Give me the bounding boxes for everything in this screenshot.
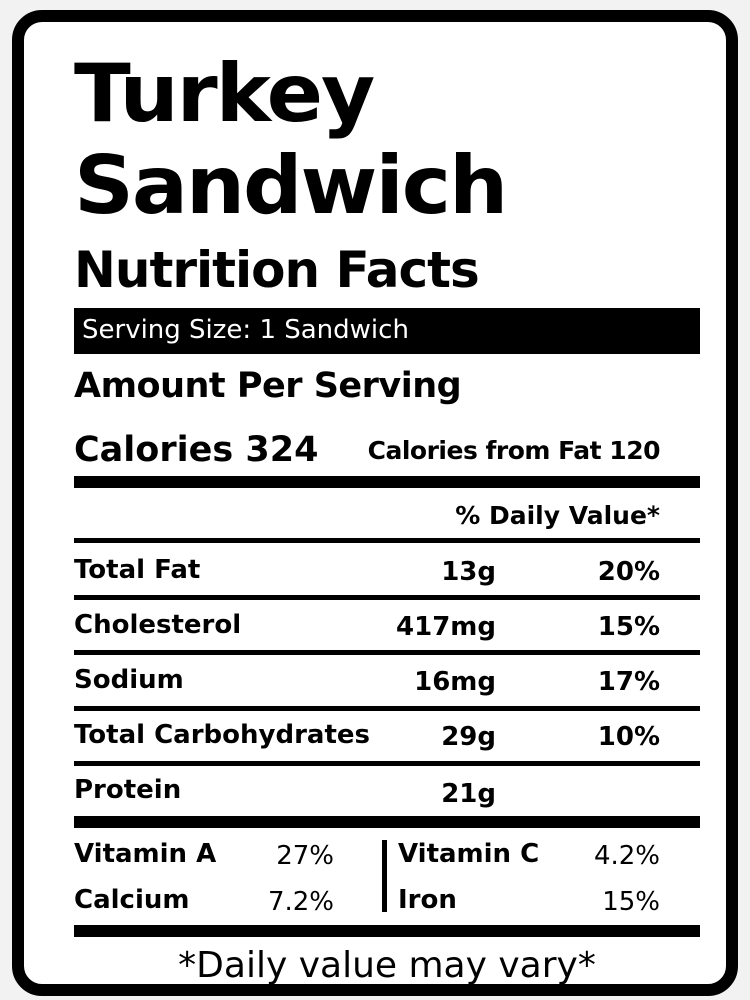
vitamin-value-vitamin-a: 27% bbox=[276, 841, 334, 871]
vitamin-label-vitamin-a: Vitamin A bbox=[74, 839, 217, 869]
vitamin-value-vitamin-c: 4.2% bbox=[593, 841, 660, 871]
serving-size: Serving Size: 1 Sandwich bbox=[82, 315, 409, 345]
vertical-divider bbox=[382, 840, 387, 912]
divider bbox=[74, 538, 700, 543]
vitamin-value-calcium: 7.2% bbox=[267, 887, 334, 917]
divider bbox=[74, 650, 700, 655]
nutrient-amount-sodium: 16mg bbox=[414, 667, 496, 697]
nutrient-amount-total-fat: 13g bbox=[441, 557, 496, 587]
nutrient-label-sodium: Sodium bbox=[74, 665, 184, 695]
nutrient-amount-cholesterol: 417mg bbox=[396, 612, 496, 642]
nutrient-label-total-fat: Total Fat bbox=[74, 555, 201, 585]
nutrition-label: Turkey Sandwich Nutrition Facts Serving … bbox=[12, 10, 738, 996]
calories-from-fat: Calories from Fat 120 bbox=[367, 436, 661, 465]
nutrient-label-cholesterol: Cholesterol bbox=[74, 610, 242, 640]
thick-divider bbox=[74, 925, 700, 937]
footer-note: *Daily value may vary* bbox=[178, 945, 596, 986]
title-line-1: Turkey bbox=[74, 47, 375, 140]
title-line-2: Sandwich bbox=[74, 139, 508, 232]
nutrient-label-total-carbohydrates: Total Carbohydrates bbox=[74, 720, 370, 750]
nutrient-amount-protein: 21g bbox=[441, 779, 496, 809]
subtitle: Nutrition Facts bbox=[74, 241, 480, 299]
nutrient-amount-total-carbohydrates: 29g bbox=[441, 722, 496, 752]
nutrient-percent-sodium: 17% bbox=[597, 667, 660, 697]
divider bbox=[74, 595, 700, 600]
thick-divider bbox=[74, 816, 700, 828]
vitamin-label-vitamin-c: Vitamin C bbox=[398, 839, 540, 869]
calories: Calories 324 bbox=[74, 430, 319, 470]
vitamin-label-calcium: Calcium bbox=[74, 885, 190, 915]
daily-value-header: % Daily Value* bbox=[455, 501, 660, 530]
vitamin-value-iron: 15% bbox=[602, 887, 660, 917]
nutrient-percent-total-fat: 20% bbox=[597, 557, 660, 587]
serving-size-bar: Serving Size: 1 Sandwich bbox=[74, 308, 700, 354]
amount-per-serving: Amount Per Serving bbox=[74, 366, 462, 406]
nutrient-percent-total-carbohydrates: 10% bbox=[597, 722, 660, 752]
vitamin-label-iron: Iron bbox=[398, 885, 457, 915]
nutrient-percent-cholesterol: 15% bbox=[597, 612, 660, 642]
divider bbox=[74, 706, 700, 711]
divider bbox=[74, 761, 700, 766]
nutrient-label-protein: Protein bbox=[74, 775, 182, 805]
thick-divider bbox=[74, 476, 700, 488]
